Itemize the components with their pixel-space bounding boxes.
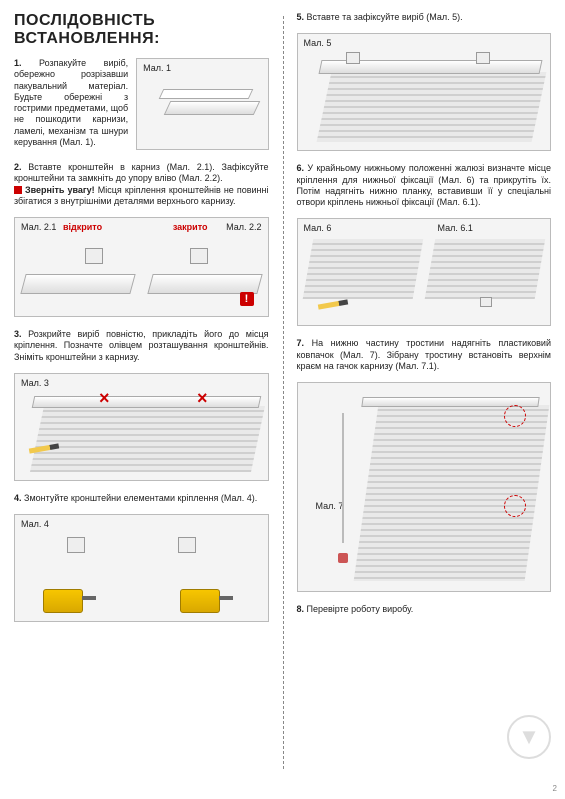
bracket-icon [346, 52, 360, 64]
step-3-text: Розкрийте виріб повністю, прикладіть йог… [14, 329, 269, 362]
figure-5-label: Мал. 5 [304, 38, 332, 48]
rail-icon [20, 274, 135, 294]
circle-mark-icon [504, 405, 526, 427]
drill-icon [43, 589, 83, 613]
rail-icon [164, 101, 261, 115]
step-5-text: Вставте та зафіксуйте виріб (Мал. 5). [307, 12, 463, 22]
step-7-num: 7. [297, 338, 305, 348]
circle-mark-icon [504, 495, 526, 517]
open-label: відкрито [63, 222, 102, 232]
blinds-icon [302, 239, 423, 299]
step-3-num: 3. [14, 329, 22, 339]
step-2: 2. Вставте кронштейн в карниз (Мал. 2.1)… [14, 162, 269, 207]
step-8-text: Перевірте роботу виробу. [307, 604, 414, 614]
step-8-num: 8. [297, 604, 305, 614]
figure-6: Мал. 6 Мал. 6.1 [297, 218, 552, 326]
step-5-num: 5. [297, 12, 305, 22]
bracket-icon [190, 248, 208, 264]
cap-icon [338, 553, 348, 563]
page-title: ПОСЛІДОВНІСТЬ ВСТАНОВЛЕННЯ: [14, 12, 269, 48]
figure-6-label: Мал. 6 [304, 223, 332, 233]
rail-icon [147, 274, 262, 294]
bracket-icon [480, 297, 492, 307]
step-3: 3. Розкрийте виріб повністю, прикладіть … [14, 329, 269, 363]
page: ПОСЛІДОВНІСТЬ ВСТАНОВЛЕННЯ: 1. Розпакуйт… [0, 0, 565, 799]
drill-icon [180, 589, 220, 613]
figure-7-label: Мал. 7 [316, 501, 344, 511]
step-2-warn-bold: Зверніть увагу! [25, 185, 95, 195]
figure-2-1-label: Мал. 2.1 [21, 222, 56, 232]
blinds-icon [30, 406, 265, 472]
step-6: 6. У крайньому нижньому положенні жалюзі… [297, 163, 552, 208]
blinds-icon [425, 239, 546, 299]
pencil-icon [317, 300, 347, 310]
blinds-icon [353, 405, 548, 581]
bracket-icon [178, 537, 196, 553]
figure-3-label: Мал. 3 [21, 378, 49, 388]
step-1-text: Розпакуйте виріб, обережно розрізавши па… [14, 58, 128, 147]
rail-icon [32, 396, 261, 408]
page-number: 2 [553, 784, 557, 793]
step-7-text: На нижню частину тростини надягніть плас… [297, 338, 552, 371]
figure-2-2-label: Мал. 2.2 [226, 222, 261, 232]
step-5: 5. Вставте та зафіксуйте виріб (Мал. 5). [297, 12, 552, 23]
wand-icon [342, 413, 344, 543]
step-1: 1. Розпакуйте виріб, обережно розрізавши… [14, 58, 128, 148]
closed-label: закрито [173, 222, 208, 232]
x-mark-icon: × [99, 388, 110, 409]
figure-6-1-label: Мал. 6.1 [438, 223, 473, 233]
warning-icon [14, 186, 22, 194]
bracket-icon [85, 248, 103, 264]
step-4-text: Змонтуйте кронштейни елементами кріпленн… [24, 493, 257, 503]
rail-icon [159, 89, 254, 99]
step-1-num: 1. [14, 58, 22, 68]
step-4: 4. Змонтуйте кронштейни елементами кріпл… [14, 493, 269, 504]
figure-2: Мал. 2.1 Мал. 2.2 відкрито закрито ! [14, 217, 269, 317]
figure-4: Мал. 4 [14, 514, 269, 622]
left-column: ПОСЛІДОВНІСТЬ ВСТАНОВЛЕННЯ: 1. Розпакуйт… [0, 0, 283, 799]
watermark-icon: ▼ [507, 715, 551, 759]
step-4-num: 4. [14, 493, 22, 503]
step-6-text: У крайньому нижньому положенні жалюзі ви… [297, 163, 552, 207]
blinds-icon [316, 72, 545, 142]
step-2-num: 2. [14, 162, 22, 172]
figure-4-label: Мал. 4 [21, 519, 49, 529]
step-6-num: 6. [297, 163, 305, 173]
step-8: 8. Перевірте роботу виробу. [297, 604, 552, 615]
figure-1-label: Мал. 1 [143, 63, 171, 73]
step-7: 7. На нижню частину тростини надягніть п… [297, 338, 552, 372]
bracket-icon [476, 52, 490, 64]
step-1-row: 1. Розпакуйте виріб, обережно розрізавши… [14, 58, 269, 162]
bracket-icon [67, 537, 85, 553]
figure-1: Мал. 1 [136, 58, 268, 150]
x-mark-icon: × [197, 388, 208, 409]
figure-5: Мал. 5 [297, 33, 552, 151]
warning-icon: ! [240, 292, 254, 306]
figure-7: Мал. 7 Мал. 7.1 [297, 382, 552, 592]
step-2-text: Вставте кронштейн в карниз (Мал. 2.1). З… [14, 162, 269, 183]
right-column: 5. Вставте та зафіксуйте виріб (Мал. 5).… [283, 0, 565, 799]
figure-3: Мал. 3 × × [14, 373, 269, 481]
